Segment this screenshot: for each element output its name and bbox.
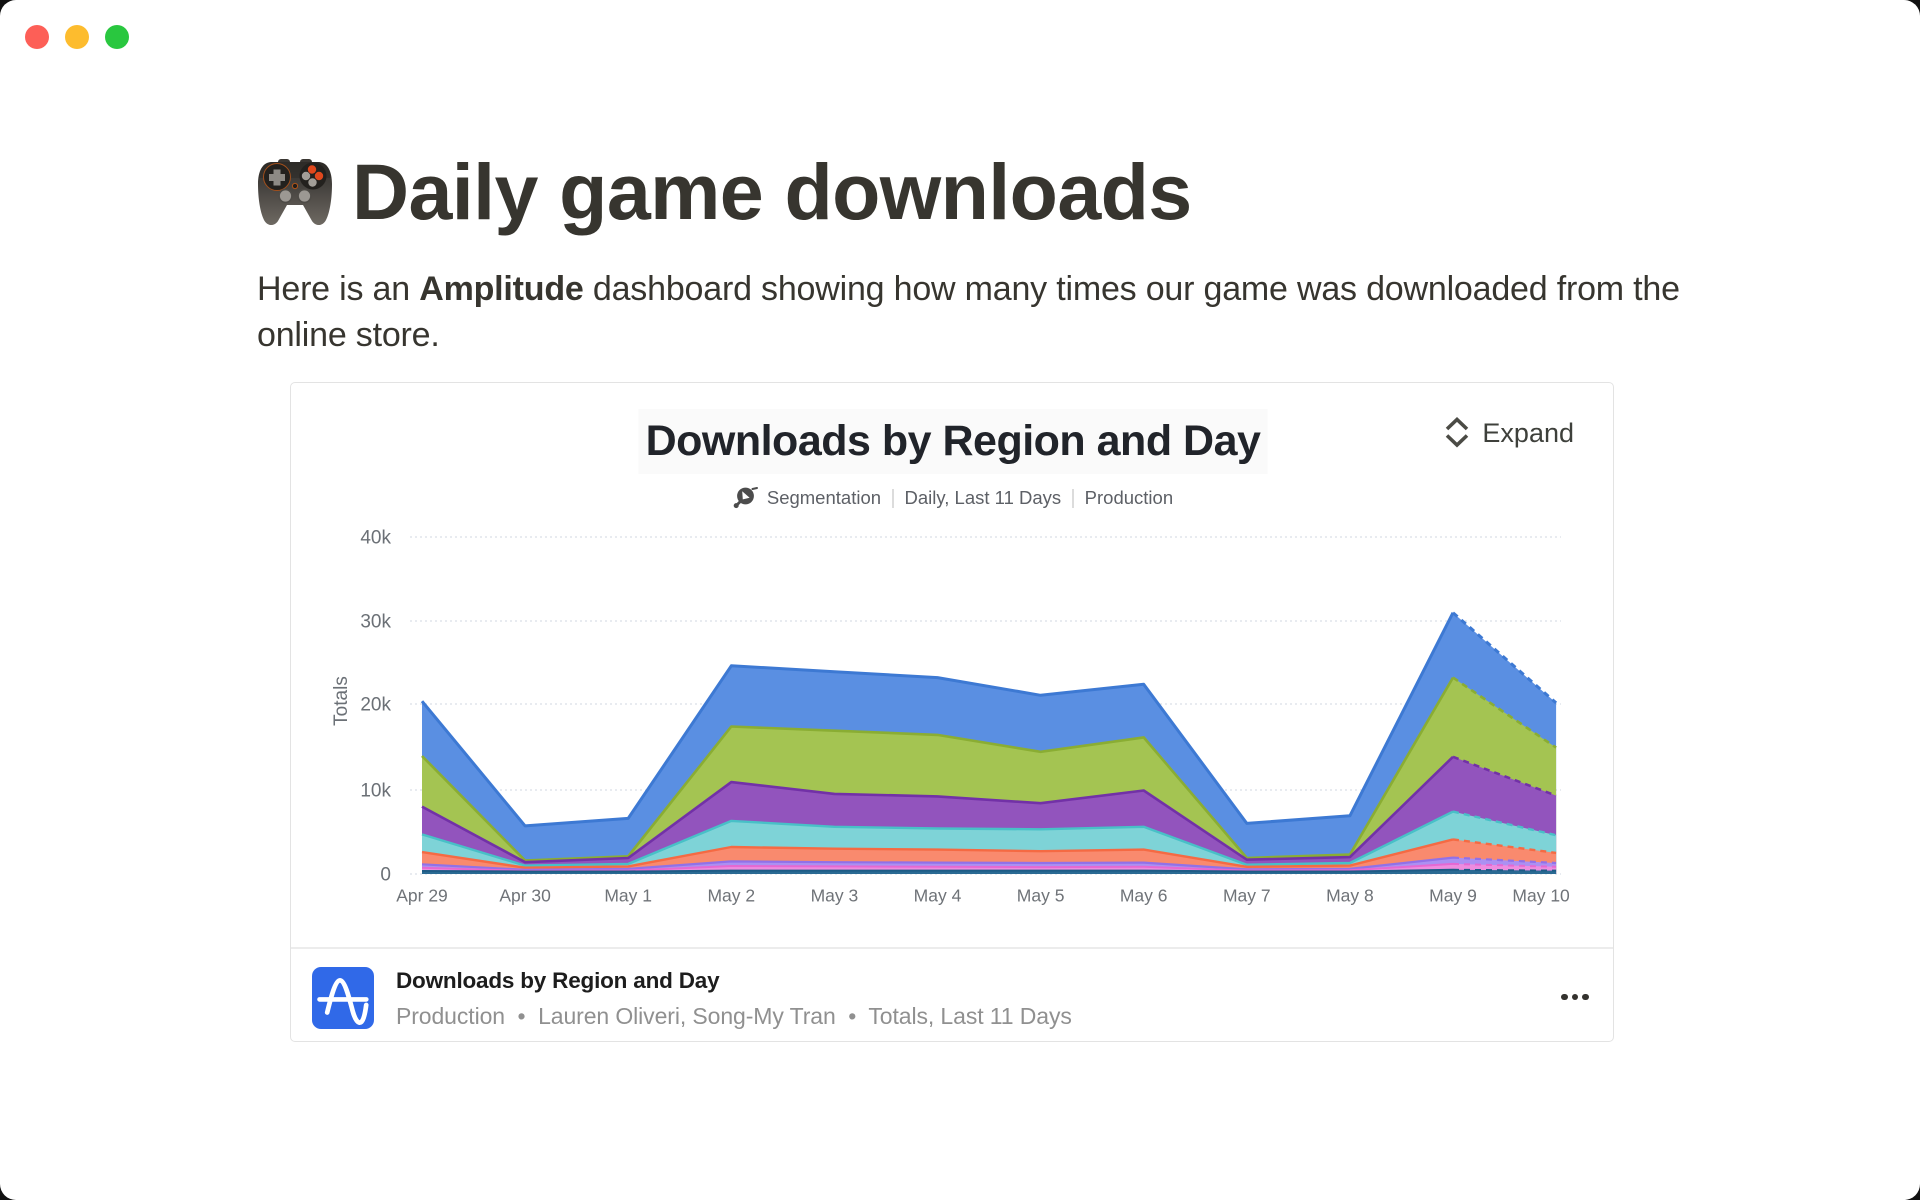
svg-text:10k: 10k bbox=[360, 781, 391, 802]
svg-text:May 1: May 1 bbox=[604, 886, 652, 906]
svg-text:May 6: May 6 bbox=[1120, 886, 1168, 906]
svg-text:May 9: May 9 bbox=[1429, 886, 1477, 906]
svg-text:0: 0 bbox=[380, 865, 391, 886]
svg-text:May 2: May 2 bbox=[707, 886, 755, 906]
svg-text:Totals: Totals bbox=[331, 676, 352, 726]
svg-text:40k: 40k bbox=[360, 528, 391, 549]
svg-text:May 4: May 4 bbox=[914, 886, 962, 906]
svg-text:Apr 29: Apr 29 bbox=[396, 886, 448, 906]
svg-text:30k: 30k bbox=[360, 612, 391, 633]
svg-text:May 7: May 7 bbox=[1223, 886, 1271, 906]
svg-text:May 3: May 3 bbox=[811, 886, 859, 906]
svg-text:May 10: May 10 bbox=[1512, 886, 1570, 906]
svg-text:May 8: May 8 bbox=[1326, 886, 1374, 906]
svg-text:20k: 20k bbox=[360, 695, 391, 716]
svg-text:May 5: May 5 bbox=[1017, 886, 1065, 906]
svg-text:Apr 30: Apr 30 bbox=[499, 886, 551, 906]
